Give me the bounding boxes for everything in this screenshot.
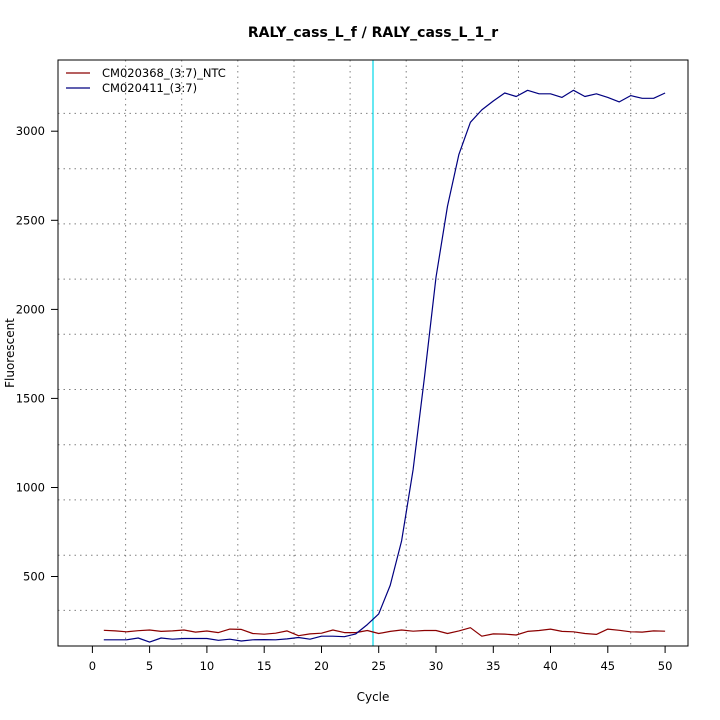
x-tick-label: 20 [314, 659, 329, 673]
chart-title: RALY_cass_L_f / RALY_cass_L_1_r [248, 25, 498, 41]
x-tick-label: 0 [89, 659, 96, 673]
x-tick-label: 40 [543, 659, 558, 673]
series-line-1 [103, 627, 666, 637]
series-layer [103, 89, 666, 643]
y-tick-label: 2000 [16, 302, 45, 316]
y-tick-label: 2500 [16, 213, 45, 227]
y-tick-label: 1500 [16, 391, 45, 405]
x-tick-label: 15 [257, 659, 272, 673]
y-tick-label: 1000 [16, 481, 45, 495]
x-tick-label: 5 [146, 659, 153, 673]
x-tick-label: 30 [429, 659, 444, 673]
legend-label: CM020411_(3:7) [102, 81, 197, 95]
series-line-2 [103, 89, 666, 643]
x-tick-label: 25 [371, 659, 386, 673]
x-tick-label: 50 [658, 659, 673, 673]
y-axis-label: Fluorescent [3, 318, 17, 388]
y-tick-label: 500 [23, 570, 45, 584]
x-tick-label: 35 [486, 659, 501, 673]
x-axis-label: Cycle [357, 690, 390, 704]
y-axis: 500 1000 1500 2000 2500 3000 [16, 124, 59, 584]
x-axis: 0 5 10 15 20 25 30 35 40 45 50 [89, 645, 673, 673]
x-tick-label: 45 [600, 659, 615, 673]
legend-label: CM020368_(3:7)_NTC [102, 66, 226, 80]
x-tick-label: 10 [200, 659, 215, 673]
y-tick-label: 3000 [16, 124, 45, 138]
